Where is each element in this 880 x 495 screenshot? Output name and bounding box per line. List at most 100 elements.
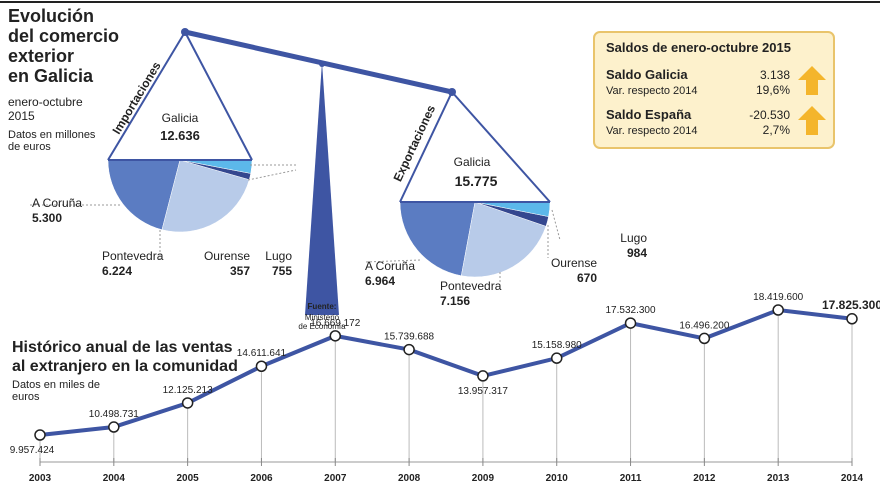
x-tick-label: 2006 bbox=[250, 473, 273, 484]
pie-category-label: Pontevedra bbox=[440, 279, 502, 293]
line-subtitle: Datos en miles de bbox=[12, 379, 100, 391]
point bbox=[181, 397, 194, 409]
x-tick-label: 2013 bbox=[767, 473, 790, 484]
pie-category-label: Lugo bbox=[620, 231, 647, 245]
point-label: 16.669.172 bbox=[310, 318, 360, 329]
pan-total: 15.775 bbox=[455, 173, 498, 189]
note: de euros bbox=[8, 141, 51, 153]
subtitle: 2015 bbox=[8, 109, 35, 123]
scale-beam bbox=[184, 29, 453, 95]
line-subtitle: euros bbox=[12, 391, 40, 403]
pie-category-label: Ourense bbox=[204, 249, 250, 263]
pie-category-label: Lugo bbox=[265, 249, 292, 263]
pan-total: 12.636 bbox=[160, 128, 200, 143]
point-label: 13.957.317 bbox=[458, 386, 508, 397]
pivot bbox=[319, 61, 325, 67]
saldo-sublabel: Var. respecto 2014 bbox=[606, 85, 698, 97]
point bbox=[329, 330, 342, 342]
pan-title: Importaciones bbox=[109, 59, 163, 137]
leader-line bbox=[364, 259, 421, 263]
point bbox=[624, 317, 637, 329]
pie-value-label: 6.224 bbox=[102, 264, 132, 278]
pie-slice bbox=[399, 201, 476, 277]
pie-category-label: Pontevedra bbox=[102, 249, 164, 263]
pivot bbox=[181, 28, 189, 36]
point bbox=[772, 304, 784, 316]
point bbox=[108, 421, 120, 433]
point-label: 15.739.688 bbox=[384, 332, 434, 343]
pie-value-label: 670 bbox=[577, 271, 597, 285]
point-label: 17.825.300 bbox=[822, 298, 880, 312]
up-arrow bbox=[798, 66, 826, 95]
pie-slice bbox=[161, 159, 250, 233]
x-tick-label: 2004 bbox=[103, 473, 126, 484]
pie-slice bbox=[107, 159, 181, 231]
source-text: de Economía bbox=[298, 322, 346, 331]
point bbox=[255, 360, 268, 372]
point-label: 17.532.300 bbox=[606, 305, 656, 316]
point-label: 18.419.600 bbox=[753, 292, 803, 303]
x-tick-label: 2014 bbox=[841, 473, 864, 484]
x-tick-label: 2005 bbox=[177, 473, 200, 484]
point-label: 15.158.980 bbox=[532, 340, 582, 351]
point bbox=[550, 352, 563, 364]
pie-value-label: 357 bbox=[230, 264, 250, 278]
saldo-label: Saldo Galicia bbox=[606, 67, 688, 82]
saldo-change: 19,6% bbox=[756, 83, 790, 97]
point-label: 12.125.213 bbox=[163, 385, 213, 396]
pie-category-label: Ourense bbox=[551, 256, 597, 270]
title: exterior bbox=[8, 46, 74, 66]
saldo-value: -20.530 bbox=[749, 108, 790, 122]
pan-string bbox=[451, 91, 551, 203]
x-tick-label: 2009 bbox=[472, 473, 495, 484]
point bbox=[477, 370, 489, 382]
saldos-title: Saldos de enero-octubre 2015 bbox=[606, 40, 791, 55]
saldos-box bbox=[593, 31, 835, 149]
pan-string bbox=[399, 91, 453, 203]
source-text: Ministerio bbox=[305, 313, 340, 322]
pie-slice bbox=[460, 201, 547, 278]
pan-string bbox=[107, 31, 186, 161]
point bbox=[846, 313, 858, 325]
pie-value-label: 6.964 bbox=[365, 274, 395, 288]
pan-center-label: Galicia bbox=[454, 155, 491, 169]
point bbox=[34, 429, 46, 441]
saldo-value: 3.138 bbox=[760, 68, 790, 82]
x-tick-label: 2011 bbox=[620, 473, 642, 484]
x-tick-label: 2008 bbox=[398, 473, 421, 484]
x-tick-label: 2003 bbox=[29, 473, 52, 484]
saldo-change: 2,7% bbox=[763, 123, 791, 137]
leader-line bbox=[247, 169, 297, 181]
note: Datos en millones bbox=[8, 129, 96, 141]
pivot bbox=[448, 88, 456, 96]
saldo-sublabel: Var. respecto 2014 bbox=[606, 125, 698, 137]
pie-value-label: 7.156 bbox=[440, 294, 470, 308]
point-label: 9.957.424 bbox=[10, 445, 55, 456]
source-label: Fuente: bbox=[308, 302, 337, 311]
x-tick-label: 2007 bbox=[324, 473, 347, 484]
line-title: al extranjero en la comunidad bbox=[12, 358, 238, 375]
point-label: 10.498.731 bbox=[89, 409, 139, 420]
pie-category-label: A Coruña bbox=[32, 196, 82, 210]
pie-value-label: 984 bbox=[627, 246, 647, 260]
x-tick-label: 2012 bbox=[693, 473, 716, 484]
line bbox=[39, 307, 853, 437]
leader-line bbox=[551, 209, 561, 241]
scale-post bbox=[305, 62, 339, 315]
point-label: 14.611.641 bbox=[237, 348, 287, 359]
point-label: 16.496.200 bbox=[679, 320, 729, 331]
title: del comercio bbox=[8, 26, 119, 46]
pan-center-label: Galicia bbox=[162, 111, 199, 125]
up-arrow bbox=[798, 106, 826, 135]
saldo-label: Saldo España bbox=[606, 107, 692, 122]
title: Evolución bbox=[8, 6, 94, 26]
pie-category-label: A Coruña bbox=[365, 259, 415, 273]
pie-value-label: 755 bbox=[272, 264, 292, 278]
point bbox=[403, 343, 415, 356]
pan-string bbox=[184, 31, 253, 161]
pie-value-label: 5.300 bbox=[32, 211, 62, 225]
subtitle: enero-octubre bbox=[8, 95, 83, 109]
line-title: Histórico anual de las ventas bbox=[12, 339, 233, 356]
